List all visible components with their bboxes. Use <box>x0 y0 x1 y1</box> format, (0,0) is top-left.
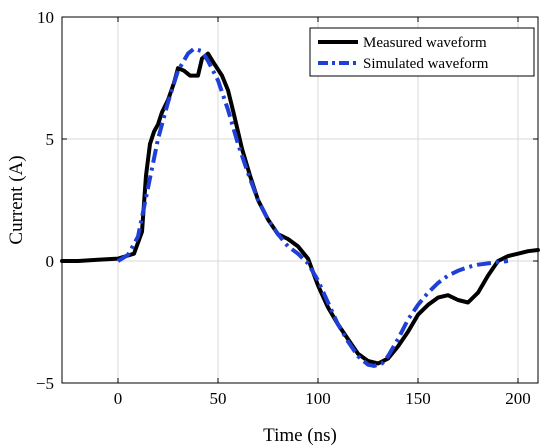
x-axis-label: Time (ns) <box>263 425 337 446</box>
y-tick-label: 5 <box>46 130 55 149</box>
legend-box <box>309 27 535 77</box>
x-tick-label: 0 <box>114 389 123 408</box>
legend-entry-simulated: Simulated waveform <box>363 56 489 72</box>
x-tick-label: 150 <box>405 389 431 408</box>
tick-layer: 0 50 100 150 200 −5 0 5 10 <box>36 8 538 408</box>
y-tick-label: 10 <box>37 8 54 27</box>
x-tick-label: 100 <box>305 389 331 408</box>
plot-frame <box>61 16 539 384</box>
legend: Measured waveform Simulated waveform <box>309 27 535 77</box>
simulated-waveform-line <box>116 46 509 368</box>
x-tick-label: 50 <box>210 389 227 408</box>
y-axis-label: Current (A) <box>6 155 27 244</box>
measured-waveform-line <box>60 51 540 366</box>
y-tick-label: 0 <box>46 252 55 271</box>
series-layer <box>60 46 540 368</box>
x-tick-label: 200 <box>505 389 531 408</box>
legend-entry-measured: Measured waveform <box>363 35 487 51</box>
y-tick-label: −5 <box>36 374 54 393</box>
